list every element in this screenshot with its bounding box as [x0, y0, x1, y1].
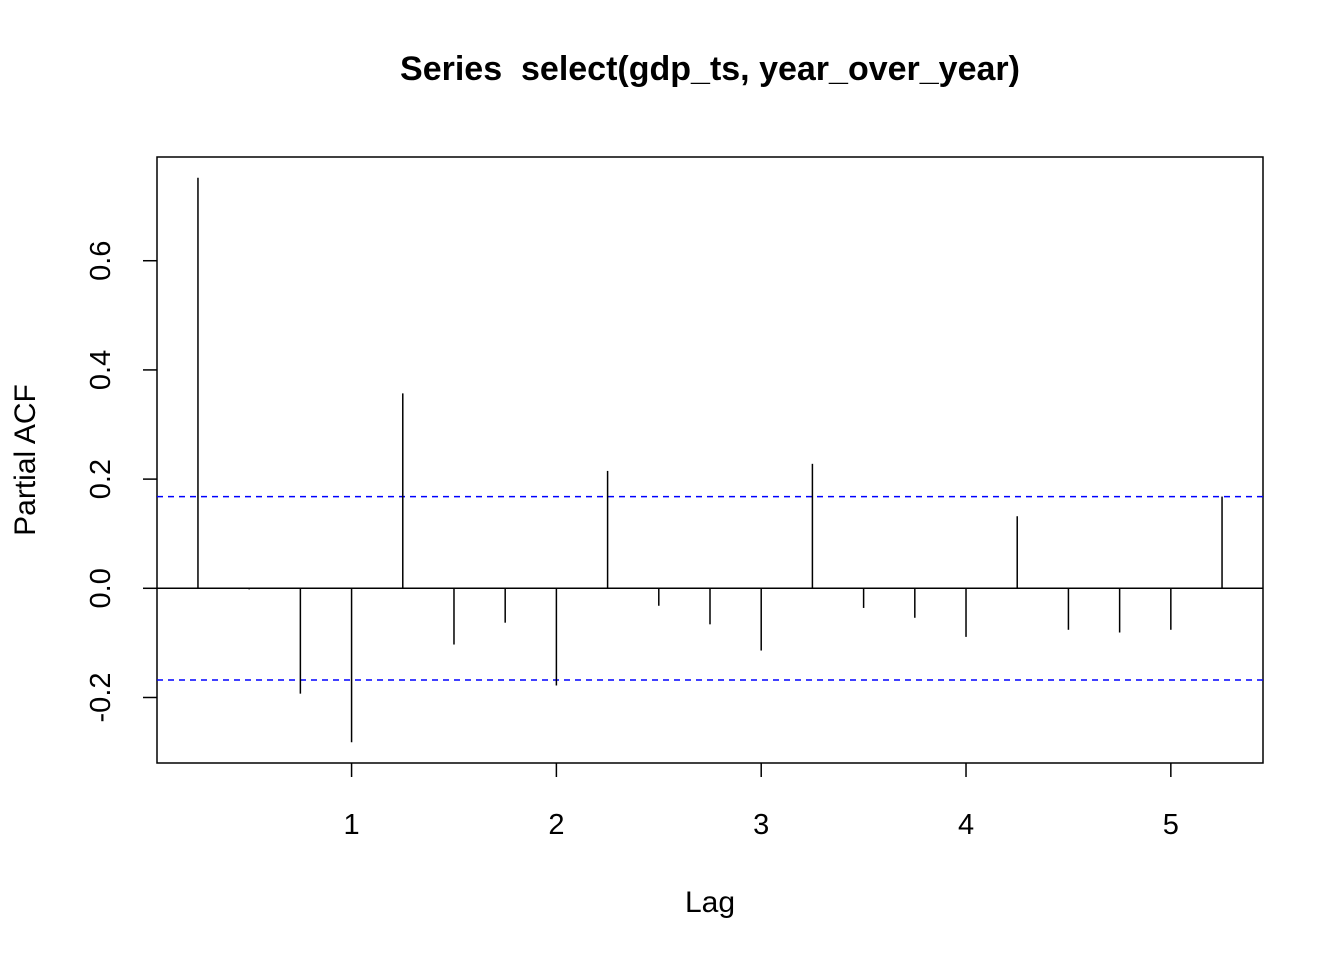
y-axis-label: Partial ACF [9, 384, 42, 536]
x-tick-label: 4 [958, 809, 974, 841]
y-tick-label: 0.2 [85, 459, 117, 499]
y-tick-label: 0.0 [85, 568, 117, 608]
confidence-bounds [157, 495, 1263, 681]
x-axis-label: Lag [685, 886, 735, 919]
x-tick-label: 1 [344, 809, 360, 841]
plot-frame [156, 156, 1264, 764]
chart-title: Series select(gdp_ts, year_over_year) [400, 50, 1020, 88]
y-tick-label: 0.6 [85, 241, 117, 281]
pacf-spikes [197, 177, 1223, 743]
x-tick-label: 2 [548, 809, 564, 841]
y-axis: -0.2 0.0 0.2 0.4 0.6 [85, 241, 157, 722]
y-tick-label: 0.4 [85, 350, 117, 390]
x-axis: 1 2 3 4 5 [344, 763, 1179, 841]
x-tick-label: 5 [1163, 809, 1179, 841]
y-tick-label: -0.2 [85, 672, 117, 722]
x-tick-label: 3 [753, 809, 769, 841]
